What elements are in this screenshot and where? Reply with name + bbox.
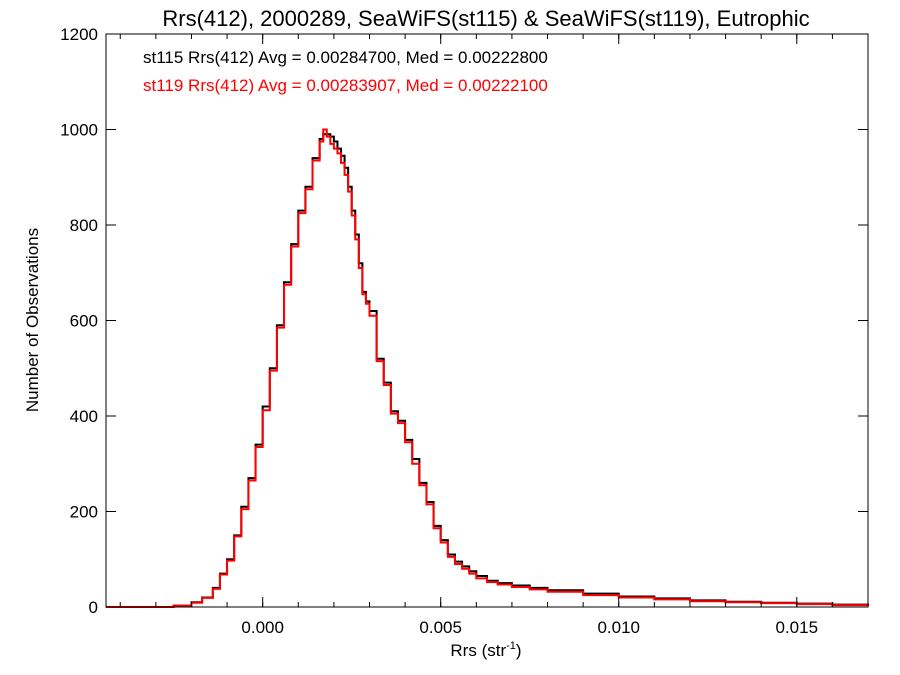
x-axis-title-close: ) (516, 641, 522, 660)
y-axis-title: Number of Observations (23, 228, 42, 412)
series-line-0 (106, 133, 869, 608)
series-line-1 (106, 128, 869, 608)
annotation-st115: st115 Rrs(412) Avg = 0.00284700, Med = 0… (143, 48, 548, 67)
x-tick-label: 0.010 (597, 618, 640, 637)
x-tick-label: 0.005 (419, 618, 462, 637)
y-tick-label: 0 (89, 598, 98, 617)
x-axis-title-main: Rrs (str (450, 641, 506, 660)
x-axis-title-sup: -1 (506, 640, 516, 652)
x-tick-label: 0.015 (776, 618, 819, 637)
plot-frame (105, 33, 869, 608)
plot-area: 0 200 400 600 800 1000 1200 0.000 0.005 0.010 0.01… (60, 25, 869, 637)
y-tick-label: 600 (70, 312, 98, 331)
y-tick-label: 1200 (60, 25, 98, 44)
chart-title: Rrs(412), 2000289, SeaWiFS(st115) & SeaW… (162, 6, 809, 31)
y-tick-label: 1000 (60, 121, 98, 140)
y-tick-label: 400 (70, 407, 98, 426)
x-tick-label: 0.000 (241, 618, 284, 637)
y-tick-label: 800 (70, 216, 98, 235)
x-axis-title: Rrs (str-1) (450, 640, 521, 660)
annotation-st119: st119 Rrs(412) Avg = 0.00283907, Med = 0… (143, 76, 548, 95)
y-tick-label: 200 (70, 503, 98, 522)
